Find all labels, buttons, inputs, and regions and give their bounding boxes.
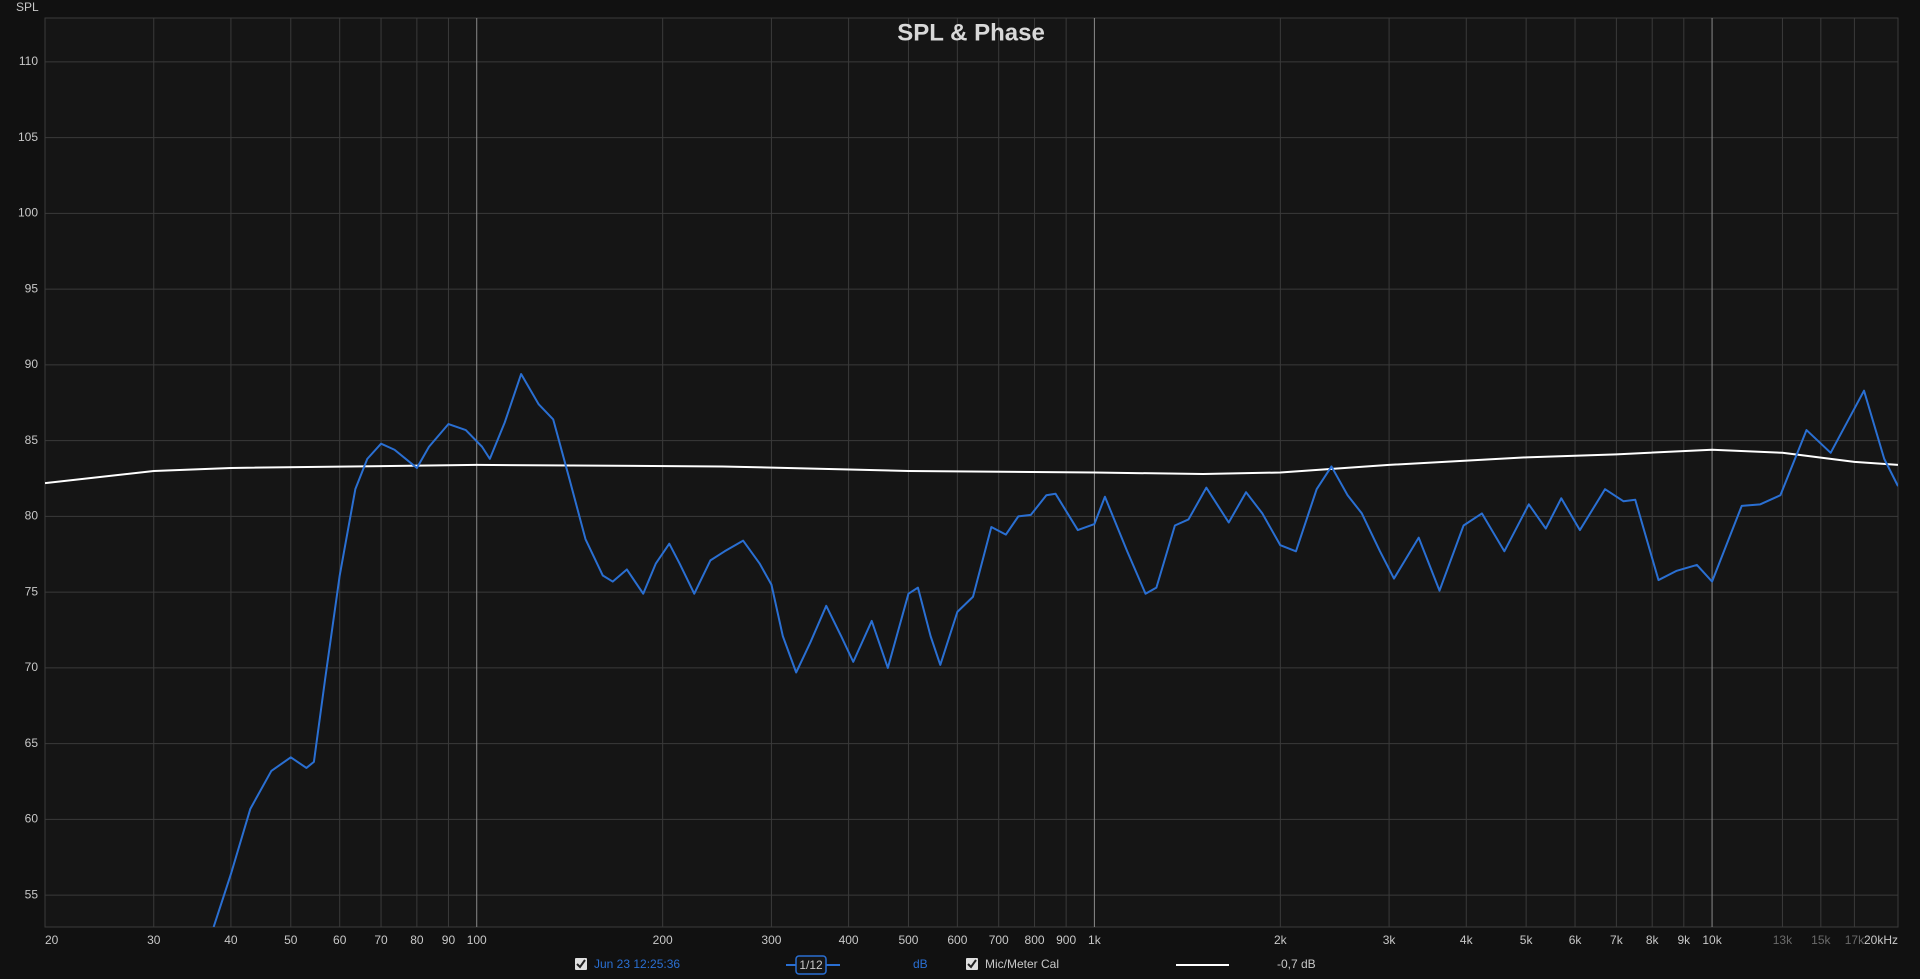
x-tick-label: 9k xyxy=(1677,933,1691,947)
series-line xyxy=(45,448,1898,485)
legend: Jun 23 12:25:36 1/12 dB Mic/Meter Cal -0… xyxy=(575,955,1316,975)
x-tick-label: 20kHz xyxy=(1864,933,1898,947)
x-tick-label: 30 xyxy=(147,933,161,947)
y-tick-label: 90 xyxy=(25,357,39,371)
x-tick-label: 800 xyxy=(1025,933,1045,947)
x-tick-label: 8k xyxy=(1646,933,1660,947)
x-tick-label: 15k xyxy=(1811,933,1831,947)
x-tick-label: 3k xyxy=(1383,933,1397,947)
x-tick-label: 17k xyxy=(1845,933,1865,947)
chart-title: SPL & Phase xyxy=(897,19,1045,46)
x-tick-label: 700 xyxy=(989,933,1009,947)
y-tick-label: 70 xyxy=(25,660,39,674)
y-tick-label: 55 xyxy=(25,887,39,901)
x-tick-label: 4k xyxy=(1460,933,1474,947)
x-tick-label: 400 xyxy=(839,933,859,947)
smoothing-button[interactable] xyxy=(795,955,827,975)
y-tick-label: 85 xyxy=(25,433,39,447)
y-axis-label: SPL xyxy=(16,0,39,14)
series-line xyxy=(212,373,1898,927)
grid: 55 60 65 70 75 80 85 90 95 100 105 110 20 30 40 50 60 70 8… xyxy=(18,18,1899,947)
y-tick-label: 65 xyxy=(25,736,39,750)
x-tick-label: 20 xyxy=(45,933,59,947)
x-tick-label: 40 xyxy=(224,933,238,947)
y-tick-label: 95 xyxy=(25,281,39,295)
x-tick-label: 1k xyxy=(1088,933,1102,947)
lines xyxy=(45,373,1898,927)
x-tick-label: 100 xyxy=(467,933,487,947)
y-tick-label: 110 xyxy=(19,54,38,68)
x-tick-label: 300 xyxy=(761,933,781,947)
y-tick-label: 105 xyxy=(18,130,38,144)
checkmark xyxy=(967,959,977,969)
x-tick-label: 5k xyxy=(1520,933,1534,947)
x-tick-label: 60 xyxy=(333,933,347,947)
x-tick-label: 80 xyxy=(410,933,424,947)
x-tick-label: 7k xyxy=(1610,933,1624,947)
x-tick-label: 200 xyxy=(653,933,673,947)
x-tick-label: 2k xyxy=(1274,933,1288,947)
checkmark xyxy=(576,959,586,969)
y-tick-label: 60 xyxy=(25,812,39,826)
y-tick-label: 100 xyxy=(18,206,38,220)
legend-label[interactable]: Jun 23 12:25:36 xyxy=(594,957,680,971)
x-tick-label: 500 xyxy=(898,933,918,947)
units-label: dB xyxy=(913,957,928,971)
x-tick-label: 600 xyxy=(947,933,967,947)
y-tick-label: 80 xyxy=(25,509,39,523)
x-tick-label: 50 xyxy=(284,933,298,947)
offset-label: -0,7 dB xyxy=(1277,957,1316,971)
x-tick-label: 13k xyxy=(1773,933,1793,947)
x-tick-label: 900 xyxy=(1056,933,1076,947)
smoothing-label[interactable]: 1/12 xyxy=(799,958,823,972)
legend-label[interactable]: Mic/Meter Cal xyxy=(985,957,1059,971)
x-tick-label: 90 xyxy=(442,933,456,947)
x-tick-label: 10k xyxy=(1702,933,1722,947)
x-tick-label: 70 xyxy=(374,933,388,947)
y-tick-label: 75 xyxy=(25,584,39,598)
x-tick-label: 6k xyxy=(1569,933,1583,947)
